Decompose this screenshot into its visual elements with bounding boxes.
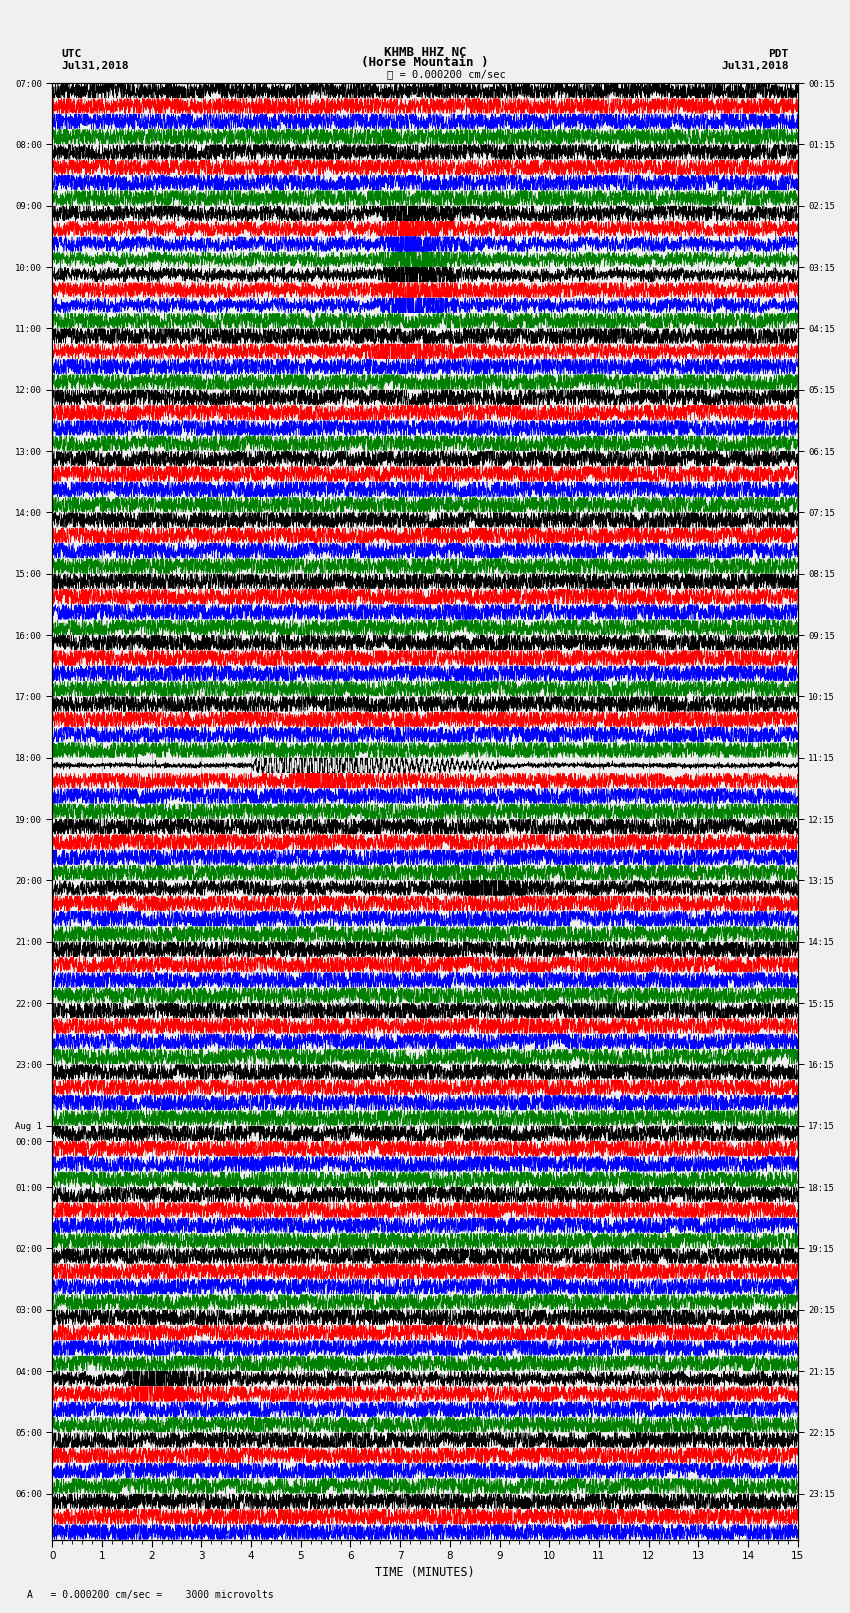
Text: PDT: PDT	[768, 48, 789, 58]
Text: UTC: UTC	[61, 48, 82, 58]
Text: KHMB HHZ NC: KHMB HHZ NC	[383, 45, 467, 58]
X-axis label: TIME (MINUTES): TIME (MINUTES)	[375, 1566, 475, 1579]
Text: Jul31,2018: Jul31,2018	[722, 61, 789, 71]
Text: ⎺ = 0.000200 cm/sec: ⎺ = 0.000200 cm/sec	[387, 69, 506, 79]
Text: Jul31,2018: Jul31,2018	[61, 61, 128, 71]
Text: A   = 0.000200 cm/sec =    3000 microvolts: A = 0.000200 cm/sec = 3000 microvolts	[27, 1590, 274, 1600]
Text: (Horse Mountain ): (Horse Mountain )	[361, 56, 489, 69]
